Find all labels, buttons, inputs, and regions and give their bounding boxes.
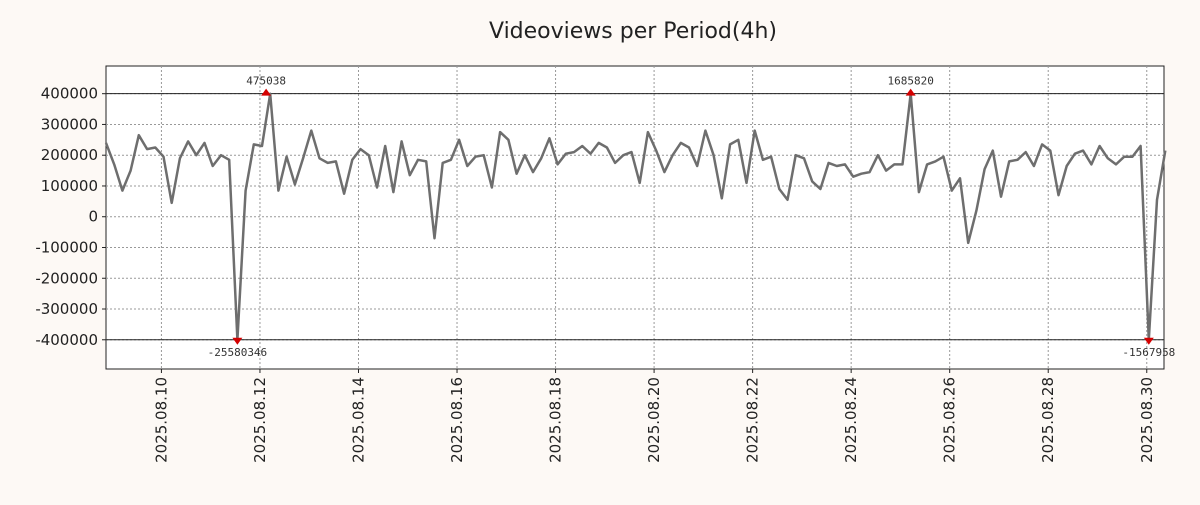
y-tick-label: -200000 (35, 269, 98, 287)
y-tick-label: 300000 (41, 115, 98, 133)
y-axis: -400000 -300000 -200000 -100000 0 100000 20000… (35, 85, 106, 349)
outlier-label: 475038 (246, 75, 286, 88)
y-tick-label: 200000 (41, 146, 98, 164)
x-tick-label: 2025.08.28 (1039, 377, 1057, 463)
outlier-marker (1143, 337, 1154, 345)
x-tick-label: 2025.08.20 (645, 377, 663, 463)
plot-area (105, 65, 1165, 370)
x-tick-label: 2025.08.24 (842, 377, 860, 463)
x-tick-label: 2025.08.12 (251, 377, 269, 463)
x-axis: 2025.08.10 2025.08.12 2025.08.14 2025.08.16… (152, 369, 1156, 463)
outlier-marker (261, 88, 272, 96)
outlier-label: -25580346 (208, 346, 268, 359)
y-tick-label: -300000 (35, 300, 98, 318)
x-tick-label: 2025.08.16 (448, 377, 466, 463)
x-tick-label: 2025.08.14 (349, 377, 367, 463)
outlier-marker (905, 88, 916, 96)
x-tick-label: 2025.08.10 (152, 377, 170, 463)
annotations: 475038 -25580346 1685820 -1567958 (208, 75, 1176, 359)
x-tick-label: 2025.08.30 (1138, 377, 1156, 463)
y-tick-label: -100000 (35, 238, 98, 256)
chart-title: Videoviews per Period(4h) (489, 19, 777, 44)
clip-lines (106, 93, 1164, 341)
outlier-label: 1685820 (887, 75, 933, 88)
outlier-label: -1567958 (1122, 346, 1175, 359)
x-tick-label: 2025.08.22 (744, 377, 762, 463)
y-tick-label: 0 (88, 208, 98, 226)
x-tick-label: 2025.08.26 (941, 377, 959, 463)
series-group (104, 92, 1167, 342)
x-tick-label: 2025.08.18 (547, 377, 565, 463)
y-tick-label: 100000 (41, 177, 98, 195)
series-line (104, 92, 1167, 342)
outlier-marker (232, 337, 243, 345)
y-tick-label: -400000 (35, 331, 98, 349)
y-tick-label: 400000 (41, 85, 98, 103)
